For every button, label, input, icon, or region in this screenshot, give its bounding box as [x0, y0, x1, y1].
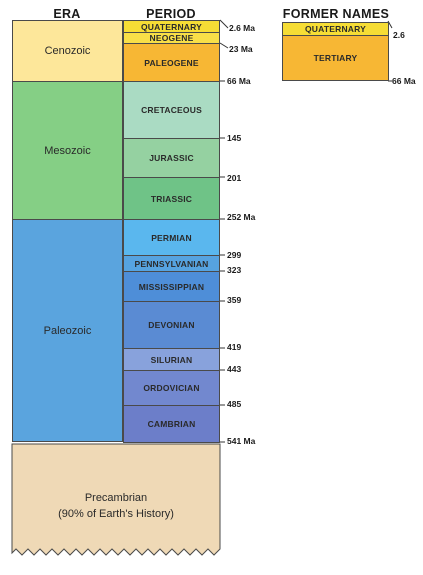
former-names-boundary-label: 2.6	[393, 30, 405, 40]
boundary-label: 145	[227, 133, 242, 143]
boundary-label: 23 Ma	[229, 44, 253, 54]
period-paleogene: PALEOGENE	[123, 43, 220, 82]
boundary-label: 443	[227, 364, 242, 374]
former-name-quaternary: QUATERNARY	[282, 22, 389, 36]
boundary-label: 299	[227, 250, 242, 260]
former-names-column-header: FORMER NAMES	[282, 7, 390, 21]
period-permian: PERMIAN	[123, 219, 220, 256]
period-cretaceous: CRETACEOUS	[123, 81, 220, 139]
period-cambrian: CAMBRIAN	[123, 405, 220, 443]
boundary-label: 323	[227, 265, 242, 275]
boundary-label: 2.6 Ma	[229, 23, 255, 33]
period-triassic: TRIASSIC	[123, 177, 220, 220]
period-jurassic: JURASSIC	[123, 138, 220, 178]
boundary-label: 201	[227, 173, 242, 183]
era-column-header: ERA	[53, 7, 81, 21]
boundary-label: 419	[227, 342, 242, 352]
boundary-label: 541 Ma	[227, 436, 256, 446]
era-paleozoic: Paleozoic	[12, 219, 123, 442]
former-names-boundary-label: 66 Ma	[392, 76, 416, 86]
boundary-label: 66 Ma	[227, 76, 251, 86]
era-mesozoic: Mesozoic	[12, 81, 123, 220]
era-cenozoic: Cenozoic	[12, 20, 123, 82]
boundary-label: 359	[227, 295, 242, 305]
period-mississippian: MISSISSIPPIAN	[123, 271, 220, 302]
period-column-header: PERIOD	[146, 7, 196, 21]
period-ordovician: ORDOVICIAN	[123, 370, 220, 406]
boundary-label: 485	[227, 399, 242, 409]
boundary-label: 252 Ma	[227, 212, 256, 222]
era-precambrian: Precambrian (90% of Earth's History)	[58, 492, 174, 520]
former-name-tertiary: TERTIARY	[282, 35, 389, 81]
